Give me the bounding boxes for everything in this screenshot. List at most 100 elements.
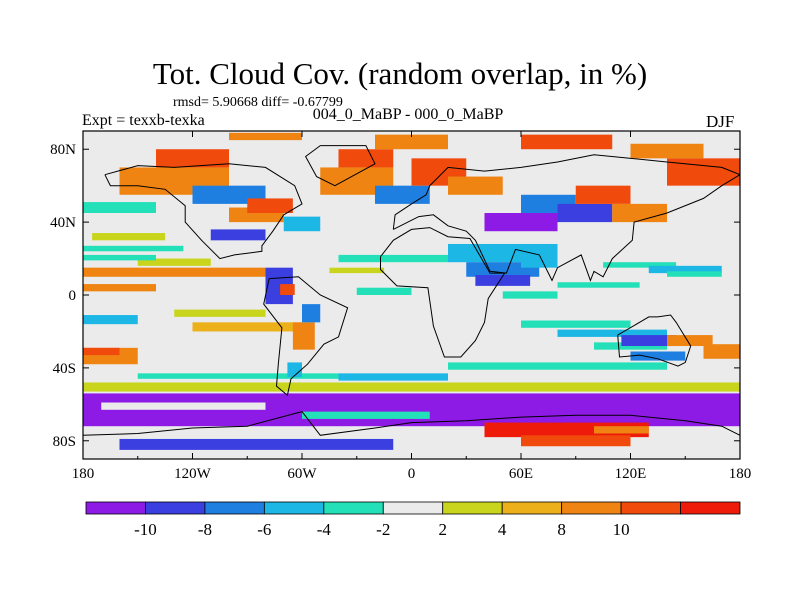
- comparison-label: 004_0_MaBP - 000_0_MaBP: [312, 106, 504, 123]
- colorbar-label: 2: [438, 520, 447, 539]
- field-region: [521, 320, 631, 328]
- field-region: [137, 373, 339, 379]
- coastline: [617, 314, 692, 367]
- field-region: [302, 304, 321, 323]
- field-region: [557, 329, 667, 337]
- coastline: [263, 276, 349, 397]
- colorbar-label: 8: [557, 520, 566, 539]
- field-region: [612, 203, 667, 223]
- coastline: [104, 163, 303, 260]
- colorbar-label: -10: [134, 520, 157, 539]
- field-region: [92, 233, 166, 241]
- field-region: [101, 402, 266, 410]
- coastlines: [83, 145, 740, 436]
- field-region: [484, 213, 558, 232]
- colorbar-bin: [680, 501, 741, 515]
- coastline: [83, 411, 740, 436]
- field-region: [448, 362, 667, 370]
- field-region: [83, 347, 120, 356]
- field-region: [338, 254, 448, 263]
- field-region: [667, 335, 713, 347]
- field-region: [83, 315, 138, 325]
- field-region: [521, 435, 631, 447]
- coastline: [392, 154, 740, 282]
- field-region: [137, 258, 211, 266]
- field-region: [83, 382, 740, 392]
- lat-tick-label: 40N: [50, 215, 76, 231]
- season-label: DJF: [706, 112, 735, 131]
- field-region: [448, 176, 503, 195]
- field-region: [521, 134, 613, 150]
- field-region: [283, 216, 321, 232]
- lat-tick-label: 0: [69, 288, 77, 304]
- field-region: [119, 438, 394, 450]
- field-region: [192, 322, 302, 332]
- lat-tick-label: 80N: [50, 142, 76, 158]
- field-region: [521, 253, 558, 268]
- field-region: [648, 265, 722, 274]
- field-region: [247, 198, 293, 213]
- field-region: [575, 185, 631, 204]
- field-region: [229, 132, 302, 141]
- lon-tick-label: 120E: [615, 466, 647, 482]
- field-region: [83, 245, 184, 252]
- colorbar-label: -8: [198, 520, 212, 539]
- field-region: [338, 149, 394, 168]
- field-region: [667, 271, 722, 277]
- colorbar-bin: [620, 501, 681, 515]
- lon-tick-label: 180: [729, 466, 752, 482]
- colorbar-label: 10: [613, 520, 630, 539]
- colorbar-bin: [263, 501, 325, 515]
- colorbar-bin: [561, 501, 622, 515]
- field-region: [83, 202, 156, 213]
- field-region: [375, 185, 430, 204]
- field-region: [594, 426, 649, 434]
- latitude-axis: 80N 40N 0 40S 80S: [50, 142, 740, 450]
- lon-tick-label: 120W: [174, 466, 212, 482]
- colorbar-bin: [501, 501, 563, 515]
- stats-line: rmsd= 5.90668 diff= -0.67799: [173, 95, 343, 110]
- longitude-axis: 180 120W 60W 0 60E 120E 180: [72, 131, 752, 482]
- colorbar-bin: [145, 501, 206, 515]
- field-region: [280, 284, 295, 295]
- field-region: [83, 254, 156, 261]
- field-region: [210, 229, 266, 241]
- lon-tick-label: 60E: [509, 466, 533, 482]
- field-region: [156, 149, 229, 168]
- field-region: [703, 344, 740, 359]
- field-region: [83, 267, 266, 277]
- field-region: [292, 322, 315, 350]
- colorbar-bin: [382, 501, 444, 515]
- field-region: [630, 351, 686, 361]
- colorbar-bin: [85, 501, 146, 515]
- cloud-cover-field: [83, 131, 740, 459]
- field-region: [83, 284, 156, 292]
- field-region: [621, 335, 677, 347]
- field-region: [375, 134, 448, 150]
- field-region: [630, 143, 704, 159]
- lon-tick-label: 180: [72, 466, 95, 482]
- field-region: [356, 287, 412, 295]
- field-region: [338, 373, 448, 381]
- experiment-label: Expt = texxb-texka: [82, 112, 205, 129]
- field-region: [557, 282, 640, 288]
- field-region: [174, 309, 266, 317]
- field-region: [475, 274, 531, 286]
- lon-tick-label: 60W: [287, 466, 317, 482]
- map-title: Tot. Cloud Cov. (random overlap, in %): [152, 56, 648, 91]
- colorbar-label: -2: [376, 520, 390, 539]
- colorbar-label: -4: [317, 520, 332, 539]
- colorbar: -10 -8 -6 -4 -2 2 4 8 10: [85, 501, 741, 539]
- coastline: [380, 227, 506, 358]
- lat-tick-label: 40S: [53, 361, 76, 377]
- colorbar-bin: [442, 501, 503, 515]
- lon-tick-label: 0: [408, 466, 416, 482]
- lat-tick-label: 80S: [53, 434, 76, 450]
- field-region: [302, 411, 430, 419]
- colorbar-bin: [204, 501, 265, 515]
- field-region: [329, 267, 385, 274]
- colorbar-label: 4: [498, 520, 507, 539]
- field-region: [502, 291, 558, 299]
- colorbar-bin: [323, 501, 384, 515]
- field-region: [603, 262, 677, 268]
